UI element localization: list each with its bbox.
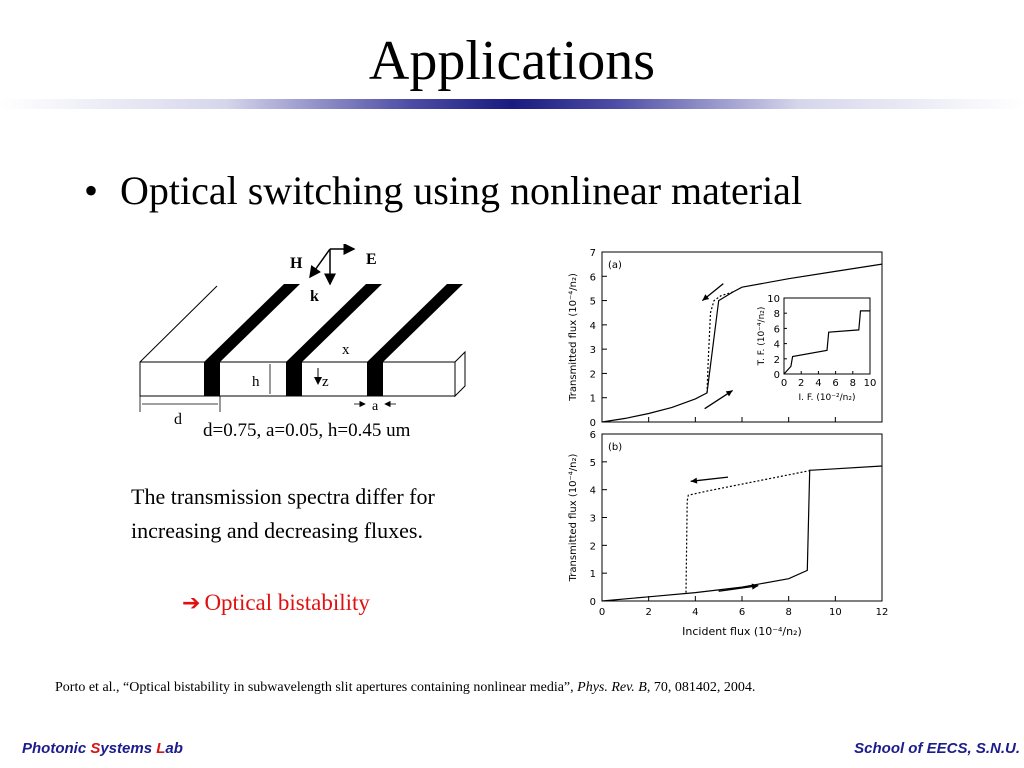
reference-authors: Porto et al., “Optical bistability in su… [55,680,578,695]
inset-x-tick-label: 2 [798,378,804,389]
direction-arrow-icon [751,583,759,590]
direction-arrow-icon [725,390,733,397]
slit-3 [367,284,463,396]
increasing-flux-curve [601,263,883,423]
x-tick-label: 6 [739,607,745,618]
label-d: d [174,411,182,428]
x-axis-label: Incident flux (10⁻⁴/n₂) [682,625,802,638]
reference-citation: Porto et al., “Optical bistability in su… [55,680,755,696]
increasing-flux-curve [601,465,883,602]
slit-structure-diagram: H E k x z h d a [139,244,466,428]
reference-journal: Phys. Rev. B [577,680,647,695]
reference-details: , 70, 081402, 2004. [646,680,756,695]
footer-lab-part-2: ystems [100,740,157,757]
x-tick-label: 12 [876,607,889,618]
inset-y-tick-label: 6 [774,324,780,335]
label-E: E [366,251,377,268]
y-tick-label: 6 [590,430,596,441]
inset-x-axis-label: I. F. (10⁻²/n₂) [798,393,855,403]
x-tick-label: 0 [599,607,605,618]
inset-y-axis-label: T. F. (10⁻⁴/n₂) [757,307,767,367]
x-tick-label: 4 [692,607,698,618]
y-tick-label: 3 [590,345,596,356]
panel-label: (a) [608,260,622,271]
x-tick-label: 10 [829,607,842,618]
inset-y-tick-label: 4 [774,340,780,351]
decreasing-flux-curve [706,291,733,393]
y-tick-label: 2 [590,541,596,552]
label-H: H [290,255,303,272]
inset-x-tick-label: 0 [781,378,787,389]
right-arrow-icon: ➔ [182,591,201,616]
y-axis-label: Transmitted flux (10⁻⁴/n₂) [568,273,579,402]
direction-arrow-icon [702,294,710,301]
y-tick-label: 1 [590,569,596,580]
result-line: ➔ Optical bistability [182,590,370,616]
slit-1 [204,284,300,396]
inset-y-tick-label: 2 [774,355,780,366]
y-axis-label: Transmitted flux (10⁻⁴/n₂) [568,454,579,583]
title-divider [0,99,1024,109]
x-tick-label: 8 [785,607,791,618]
label-z: z [322,374,329,390]
inset-y-tick-label: 0 [774,370,780,381]
bullet-point: • Optical switching using nonlinear mater… [84,166,802,216]
inset-x-tick-label: 4 [815,378,821,389]
y-tick-label: 1 [590,394,596,405]
footer-school-name: School of EECS, S.N.U. [854,740,1020,757]
x-tick-label: 2 [645,607,651,618]
result-text: Optical bistability [204,590,370,615]
inset-x-tick-label: 8 [850,378,856,389]
y-tick-label: 4 [590,486,596,497]
panel-label: (b) [608,442,622,453]
y-tick-label: 7 [590,248,596,259]
y-tick-label: 5 [590,297,596,308]
footer-lab-part-1: Photonic [22,740,91,757]
y-tick-label: 6 [590,272,596,283]
inset-curve [783,310,870,375]
footer-lab-s: S [90,740,101,757]
bullet-text: Optical switching using nonlinear materi… [120,168,803,213]
inset-y-tick-label: 10 [767,294,780,305]
inset-x-tick-label: 10 [864,378,877,389]
footer-lab-part-3: ab [165,740,183,757]
y-tick-label: 0 [590,418,596,429]
y-tick-label: 5 [590,458,596,469]
decreasing-flux-curve [685,469,813,593]
direction-arrow-icon [690,477,698,484]
y-tick-label: 4 [590,321,596,332]
y-tick-label: 2 [590,369,596,380]
y-tick-label: 3 [590,514,596,525]
footer-lab-l: L [156,740,166,757]
label-x: x [342,342,350,358]
dimensions-caption: d=0.75, a=0.05, h=0.45 um [203,420,411,441]
slide-title: Applications [368,30,656,92]
footer-lab-name: Photonic Systems Lab [22,740,183,757]
label-a: a [372,399,379,414]
y-tick-label: 0 [590,597,596,608]
inset-y-tick-label: 8 [774,309,780,320]
bullet-dot-icon: • [84,168,99,213]
direction-arrow-line [718,585,759,592]
slit-2 [286,284,382,396]
description-text: The transmission spectra differ for incr… [131,484,435,543]
plot-frame-2 [601,433,883,602]
inset-frame [783,297,871,375]
inset-x-tick-label: 6 [832,378,838,389]
label-k: k [310,288,319,305]
label-h: h [252,374,260,390]
